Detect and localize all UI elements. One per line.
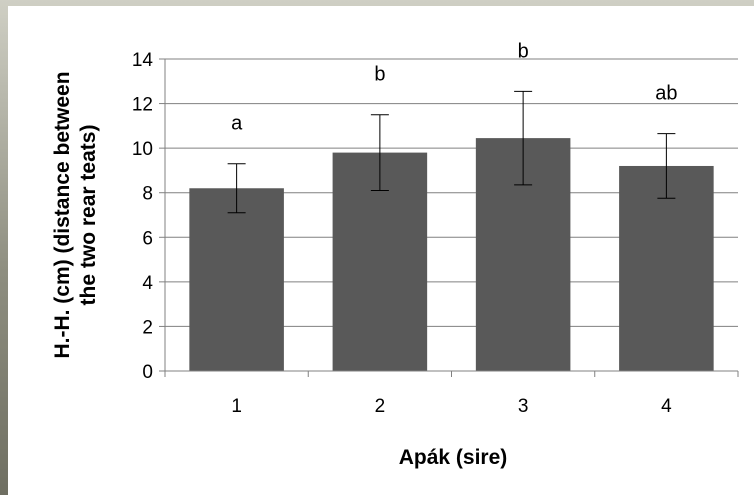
axes <box>159 58 739 377</box>
significance-label-4: ab <box>655 83 677 105</box>
significance-label-2: b <box>374 64 385 86</box>
error-bars <box>227 90 676 214</box>
bar-4 <box>619 165 714 371</box>
y-axis-title: H.-H. (cm) (distance between the two rea… <box>51 71 100 358</box>
y-tick-label-5: 10 <box>132 139 153 160</box>
y-tick-label-1: 2 <box>142 317 153 338</box>
x-tick-label-1: 1 <box>231 396 242 417</box>
y-axis-title-line-1: H.-H. (cm) (distance between <box>51 71 74 358</box>
y-tick-label-4: 8 <box>142 184 153 205</box>
significance-label-1: a <box>231 113 243 135</box>
x-tick-label-3: 3 <box>518 396 529 417</box>
y-tick-label-7: 14 <box>132 50 154 71</box>
y-tick-label-3: 6 <box>142 228 153 249</box>
y-tick-labels: 0 2 4 6 8 10 12 14 <box>132 50 154 383</box>
x-tick-label-2: 2 <box>375 396 386 417</box>
y-axis-title-line-2: the two rear teats) <box>77 125 100 306</box>
y-tick-label-6: 12 <box>132 95 153 116</box>
significance-label-3: b <box>518 40 529 62</box>
bars <box>189 138 714 371</box>
bar-1 <box>189 188 284 371</box>
x-tick-labels: 1 2 3 4 <box>231 396 672 417</box>
y-tick-label-2: 4 <box>142 273 153 294</box>
y-tick-label-0: 0 <box>142 362 153 383</box>
x-axis-title: Apák (sire) <box>399 446 508 469</box>
x-tick-label-4: 4 <box>661 396 672 417</box>
